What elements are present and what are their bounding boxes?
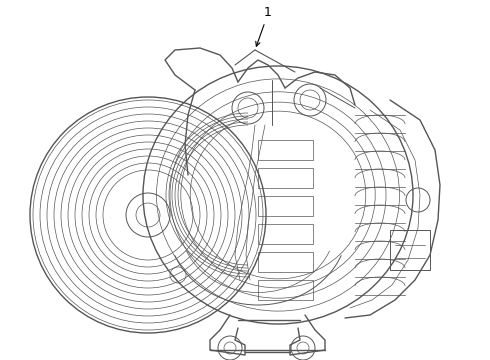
Bar (258, 168, 313, 188)
Bar (258, 252, 313, 272)
Bar (258, 140, 313, 160)
Text: 1: 1 (264, 5, 272, 18)
Bar (258, 196, 313, 216)
Bar (258, 224, 313, 244)
Bar (258, 280, 313, 300)
